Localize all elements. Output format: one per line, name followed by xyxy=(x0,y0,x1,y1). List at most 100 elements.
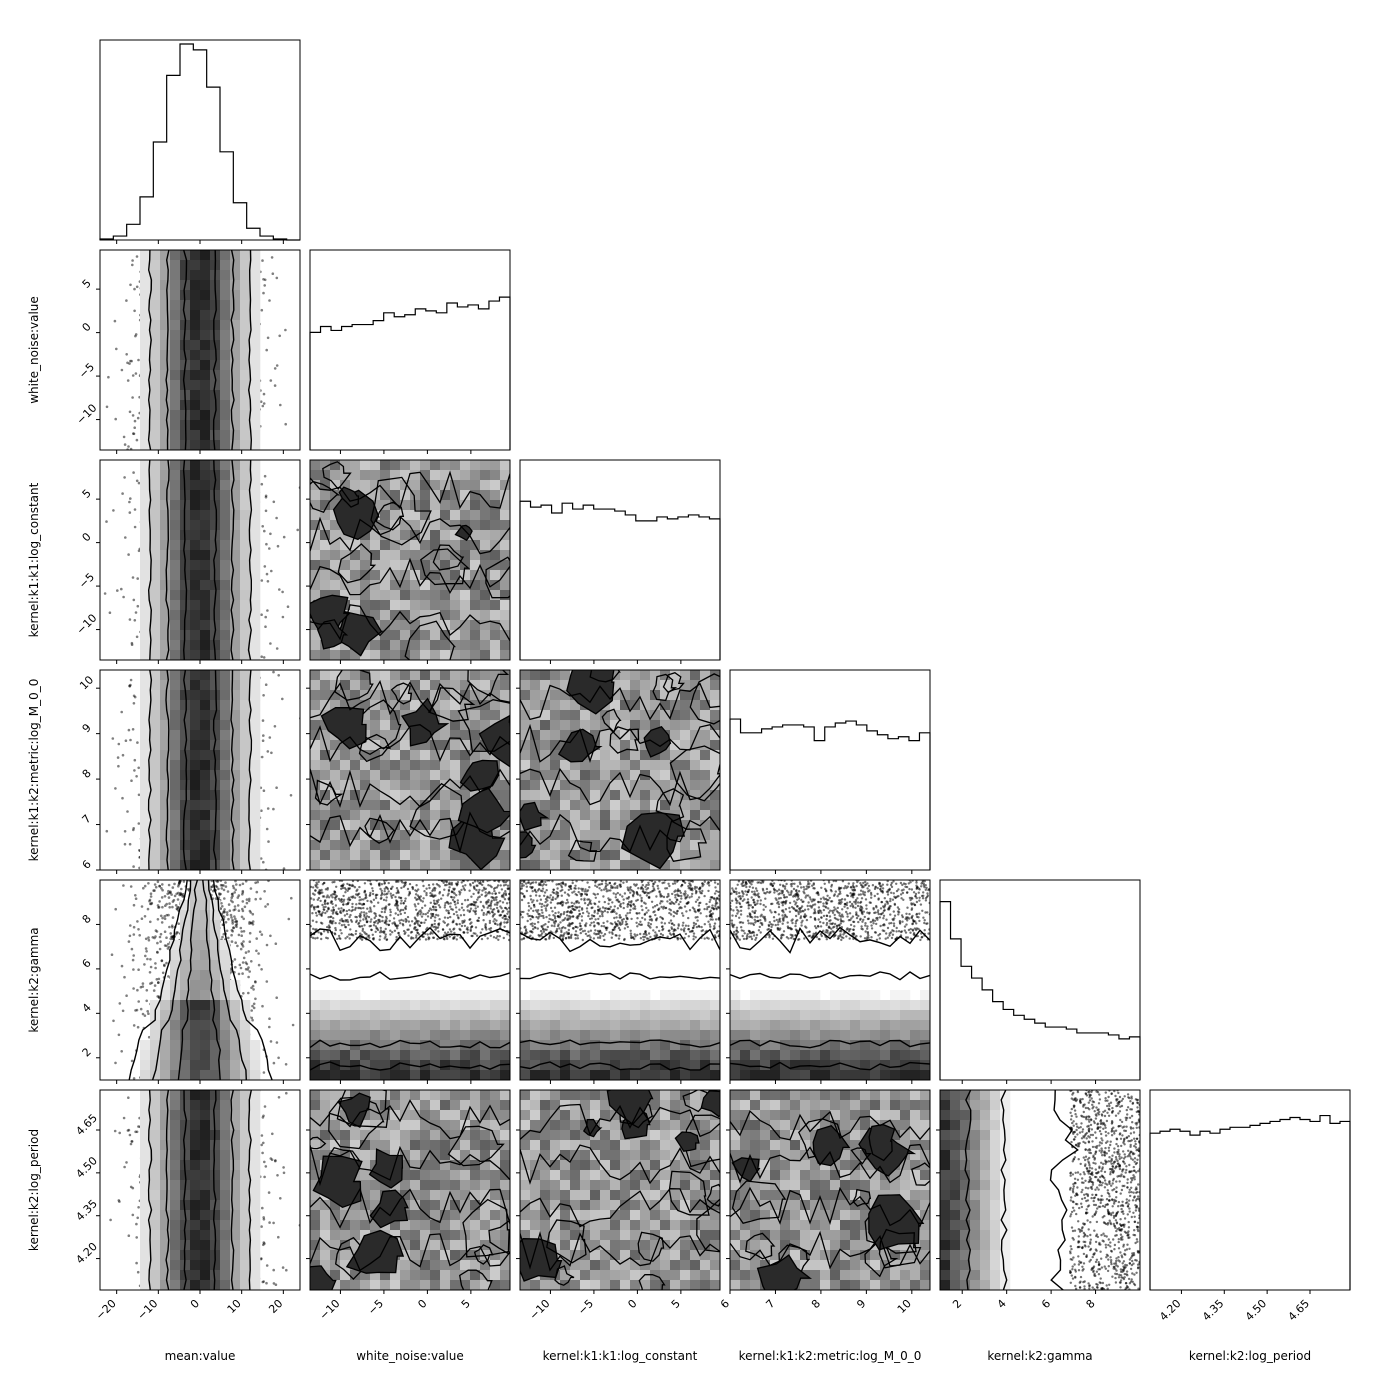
y-tick-label: 8 xyxy=(80,912,94,926)
y-tick-label: −10 xyxy=(74,401,100,427)
y-axis-label-kernel-k1-k1-log-constant: kernel:k1:k1:log_constant xyxy=(27,482,41,637)
density-kernel-k1-k1-log-constant-vs-white-noise-value xyxy=(310,460,510,660)
panel-frame xyxy=(729,669,931,871)
panel-kernel-k2-log-period-vs-kernel-k2-gamma: 2 4 6 8 xyxy=(936,1089,1141,1311)
panel-frame xyxy=(729,879,931,1081)
histogram-mean-value xyxy=(99,43,300,241)
y-tick-label: −5 xyxy=(76,570,97,591)
y-axis-label-kernel-k1-k2-metric-log-m-0-0: kernel:k1:k2:metric:log_M_0_0 xyxy=(27,679,41,862)
density-kernel-k2-log-period-vs-kernel-k2-gamma xyxy=(940,1090,1140,1290)
y-tick-label: 4.50 xyxy=(73,1154,100,1181)
x-tick-label: −10 xyxy=(527,1297,553,1323)
x-axis-label-kernel-k1-k1-log-constant: kernel:k1:k1:log_constant xyxy=(543,1349,698,1363)
panel-white-noise-value-vs-white-noise-value xyxy=(309,249,511,454)
x-tick-label: 8 xyxy=(809,1297,823,1311)
x-tick-label: 4.65 xyxy=(1286,1297,1313,1324)
density-kernel-k2-log-period-vs-white-noise-value xyxy=(310,1090,510,1290)
x-tick-label: −20 xyxy=(93,1297,119,1323)
x-tick-label: 9 xyxy=(854,1297,868,1311)
x-tick-label: 5 xyxy=(459,1297,473,1311)
panel-kernel-k1-k2-metric-log-m-0-0-vs-kernel-k1-k1-log-constant xyxy=(516,669,721,874)
panel-frame xyxy=(729,1089,931,1291)
y-tick-label: 5 xyxy=(80,277,94,291)
panel-frame xyxy=(309,879,511,1081)
density-kernel-k1-k2-metric-log-m-0-0-vs-white-noise-value xyxy=(310,670,510,870)
histogram-kernel-k1-k2-metric-log-m-0-0 xyxy=(729,718,931,870)
x-axis-label-white-noise-value: white_noise:value xyxy=(356,1349,464,1363)
x-tick-label: −5 xyxy=(365,1297,386,1318)
x-tick-label: 20 xyxy=(266,1297,285,1316)
y-tick-label: −10 xyxy=(74,611,100,637)
y-tick-label: 4.20 xyxy=(73,1240,100,1267)
panel-kernel-k2-log-period-vs-kernel-k2-log-period: 4.20 4.35 4.50 4.65 xyxy=(1149,1089,1351,1324)
x-axis-label-mean-value: mean:value xyxy=(165,1349,236,1363)
x-axis-label-kernel-k1-k2-metric-log-m-0-0: kernel:k1:k2:metric:log_M_0_0 xyxy=(739,1349,922,1363)
panel-kernel-k2-gamma-vs-mean-value: 2 4 6 8 xyxy=(80,879,301,1084)
panel-frame xyxy=(939,879,1141,1081)
density-white-noise-value-vs-mean-value xyxy=(105,250,288,450)
x-tick-label: 7 xyxy=(763,1297,777,1311)
x-tick-label: 0 xyxy=(188,1297,202,1311)
panel-frame xyxy=(519,879,721,1081)
density-kernel-k1-k2-metric-log-m-0-0-vs-kernel-k1-k1-log-constant xyxy=(520,670,720,870)
panel-frame xyxy=(519,669,721,871)
panel-kernel-k1-k1-log-constant-vs-kernel-k1-k1-log-constant xyxy=(519,459,721,664)
panel-kernel-k2-log-period-vs-white-noise-value: −10 −5 0 5 xyxy=(306,1089,511,1323)
density-kernel-k1-k2-metric-log-m-0-0-vs-mean-value xyxy=(105,670,300,870)
y-tick-label: 4 xyxy=(80,1001,94,1015)
y-axis-label-white-noise-value: white_noise:value xyxy=(27,296,41,404)
y-tick-label: 0 xyxy=(80,530,94,544)
panel-frame xyxy=(519,459,721,661)
panel-frame xyxy=(309,249,511,451)
panel-frame xyxy=(1149,1089,1351,1291)
y-tick-label: 4.65 xyxy=(73,1111,100,1138)
x-axis-label-kernel-k2-gamma: kernel:k2:gamma xyxy=(987,1349,1092,1363)
panel-kernel-k2-gamma-vs-kernel-k1-k2-metric-log-m-0-0 xyxy=(726,879,931,1084)
panel-kernel-k2-log-period-vs-kernel-k1-k2-metric-log-m-0-0: 6 7 8 9 10 xyxy=(718,1089,931,1316)
x-tick-label: 2 xyxy=(950,1297,964,1311)
histogram-kernel-k2-log-period xyxy=(1149,1114,1351,1290)
y-tick-label: 2 xyxy=(80,1045,94,1059)
panel-frame xyxy=(939,1089,1141,1291)
panel-kernel-k1-k2-metric-log-m-0-0-vs-kernel-k1-k2-metric-log-m-0-0 xyxy=(729,669,931,874)
y-tick-label: 0 xyxy=(80,320,94,334)
y-tick-label: 10 xyxy=(77,673,96,692)
density-kernel-k2-gamma-vs-kernel-k1-k2-metric-log-m-0-0 xyxy=(730,880,930,1080)
y-tick-label: 8 xyxy=(80,767,94,781)
density-kernel-k2-gamma-vs-kernel-k1-k1-log-constant xyxy=(520,880,720,1080)
y-tick-label: 4.35 xyxy=(73,1197,100,1224)
y-tick-label: 5 xyxy=(80,487,94,501)
panel-kernel-k2-gamma-vs-kernel-k2-gamma xyxy=(939,879,1141,1084)
panel-kernel-k1-k1-log-constant-vs-white-noise-value xyxy=(306,459,511,664)
density-kernel-k2-log-period-vs-kernel-k1-k2-metric-log-m-0-0 xyxy=(730,1090,930,1290)
histogram-white-noise-value xyxy=(309,296,511,450)
density-kernel-k2-log-period-vs-mean-value xyxy=(109,1090,300,1290)
x-tick-label: −10 xyxy=(317,1297,343,1323)
y-tick-label: 7 xyxy=(80,812,94,826)
y-tick-label: 6 xyxy=(80,858,94,872)
panel-kernel-k1-k1-log-constant-vs-mean-value: −10 −5 0 5 xyxy=(74,459,301,664)
panel-kernel-k1-k2-metric-log-m-0-0-vs-mean-value: 6 7 8 9 10 xyxy=(77,669,301,874)
panel-frame xyxy=(309,669,511,871)
density-kernel-k2-gamma-vs-white-noise-value xyxy=(310,880,510,1080)
panel-white-noise-value-vs-mean-value: −10 −5 0 5 xyxy=(74,249,301,454)
x-tick-label: −5 xyxy=(575,1297,596,1318)
panel-frame xyxy=(519,1089,721,1291)
density-kernel-k2-log-period-vs-kernel-k1-k1-log-constant xyxy=(520,1090,720,1290)
x-tick-label: 5 xyxy=(669,1297,683,1311)
y-axis-label-kernel-k2-log-period: kernel:k2:log_period xyxy=(27,1129,41,1251)
x-tick-label: 4.50 xyxy=(1243,1297,1270,1324)
histogram-kernel-k1-k1-log-constant xyxy=(519,500,721,660)
panel-frame xyxy=(309,1089,511,1291)
x-tick-label: 6 xyxy=(718,1297,732,1311)
panel-kernel-k1-k2-metric-log-m-0-0-vs-white-noise-value xyxy=(306,669,511,874)
panel-kernel-k2-log-period-vs-kernel-k1-k1-log-constant: −10 −5 0 5 xyxy=(516,1089,721,1323)
panel-frame xyxy=(309,459,511,661)
density-kernel-k1-k1-log-constant-vs-mean-value xyxy=(103,460,300,660)
y-tick-label: 9 xyxy=(80,721,94,735)
x-tick-label: 6 xyxy=(1039,1297,1053,1311)
x-tick-label: −10 xyxy=(135,1297,161,1323)
panel-frame xyxy=(99,39,301,241)
density-kernel-k2-gamma-vs-mean-value xyxy=(110,880,295,1080)
